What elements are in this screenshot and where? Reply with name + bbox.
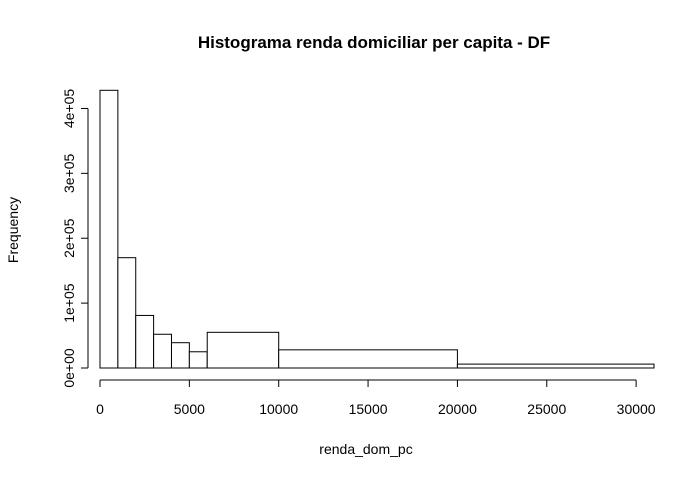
x-tick-label: 0 xyxy=(96,401,104,417)
histogram-bar xyxy=(206,331,280,369)
x-tick-label: 25000 xyxy=(527,401,566,417)
histogram-bar xyxy=(170,342,190,369)
y-tick-label: 0e+00 xyxy=(61,348,77,388)
y-tick-label: 2e+05 xyxy=(61,218,77,258)
y-tick-label: 1e+05 xyxy=(61,283,77,323)
histogram-bar xyxy=(456,363,655,369)
chart-title: Histograma renda domiciliar per capita -… xyxy=(198,33,550,52)
y-axis: 0e+00 1e+05 2e+05 3e+05 4e+05 xyxy=(61,89,89,388)
histogram-bar xyxy=(135,314,155,369)
x-axis: 0 5000 10000 15000 20000 25000 30000 xyxy=(96,379,656,417)
y-axis-label: Frequency xyxy=(5,197,21,263)
x-tick-label: 5000 xyxy=(174,401,205,417)
histogram-bar xyxy=(99,89,119,369)
y-tick-label: 4e+05 xyxy=(61,89,77,129)
histogram-bar xyxy=(188,351,208,369)
y-tick-label: 3e+05 xyxy=(61,153,77,193)
x-tick-label: 30000 xyxy=(617,401,656,417)
bars-group xyxy=(99,89,655,369)
histogram-bar xyxy=(153,333,172,369)
histogram-bar xyxy=(117,257,137,369)
x-tick-label: 15000 xyxy=(349,401,388,417)
x-tick-label: 10000 xyxy=(259,401,298,417)
x-tick-label: 20000 xyxy=(438,401,477,417)
x-axis-label: renda_dom_pc xyxy=(319,441,412,457)
histogram-bar xyxy=(278,349,458,369)
